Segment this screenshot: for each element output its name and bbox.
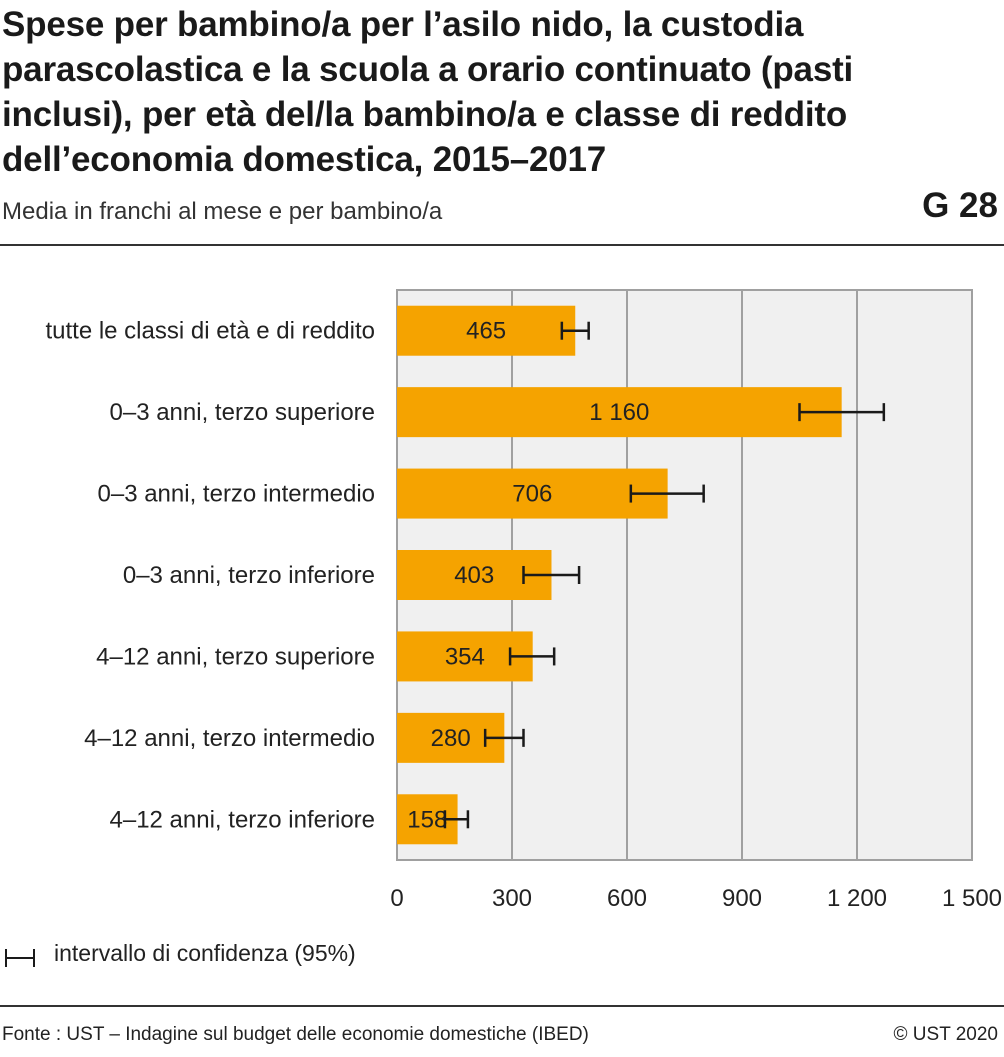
category-label: 4–12 anni, terzo intermedio (84, 725, 375, 752)
x-tick-label: 300 (492, 885, 532, 912)
bar-value-label: 280 (431, 725, 471, 752)
figure-number: G 28 (922, 186, 998, 225)
x-tick-label: 900 (722, 885, 762, 912)
bar-value-label: 465 (466, 318, 506, 345)
source-note: Fonte : UST – Indagine sul budget delle … (2, 1024, 589, 1045)
bar (397, 387, 842, 438)
bar (397, 468, 668, 519)
bar-value-label: 1 160 (589, 399, 649, 426)
chart-subtitle: Media in franchi al mese e per bambino/a (2, 198, 443, 225)
category-label: 0–3 anni, terzo intermedio (98, 481, 376, 508)
category-label: 0–3 anni, terzo superiore (110, 399, 376, 426)
confidence-interval-icon (5, 949, 35, 967)
x-tick-label: 1 500 (942, 885, 1002, 912)
bar-value-label: 706 (512, 481, 552, 508)
x-tick-label: 0 (390, 885, 403, 912)
bar-value-label: 158 (407, 806, 447, 833)
category-label: 4–12 anni, terzo superiore (96, 643, 375, 670)
x-tick-label: 1 200 (827, 885, 887, 912)
top-divider (0, 244, 1004, 246)
bar-value-label: 403 (454, 562, 494, 589)
category-label: 0–3 anni, terzo inferiore (123, 562, 375, 589)
copyright: © UST 2020 (893, 1024, 998, 1045)
x-tick-label: 600 (607, 885, 647, 912)
chart-title: Spese per bambino/a per l’asilo nido, la… (2, 5, 854, 179)
category-label: 4–12 anni, terzo inferiore (110, 806, 376, 833)
bar (397, 305, 576, 356)
category-label: tutte le classi di età e di reddito (45, 318, 375, 345)
bar-value-label: 354 (445, 643, 485, 670)
bar-chart: 0 300 600 900 1 200 1 500 465 tutte le classi d… (45, 289, 1002, 912)
bottom-divider (0, 1005, 1004, 1007)
legend-label: intervallo di confidenza (95%) (54, 940, 356, 966)
